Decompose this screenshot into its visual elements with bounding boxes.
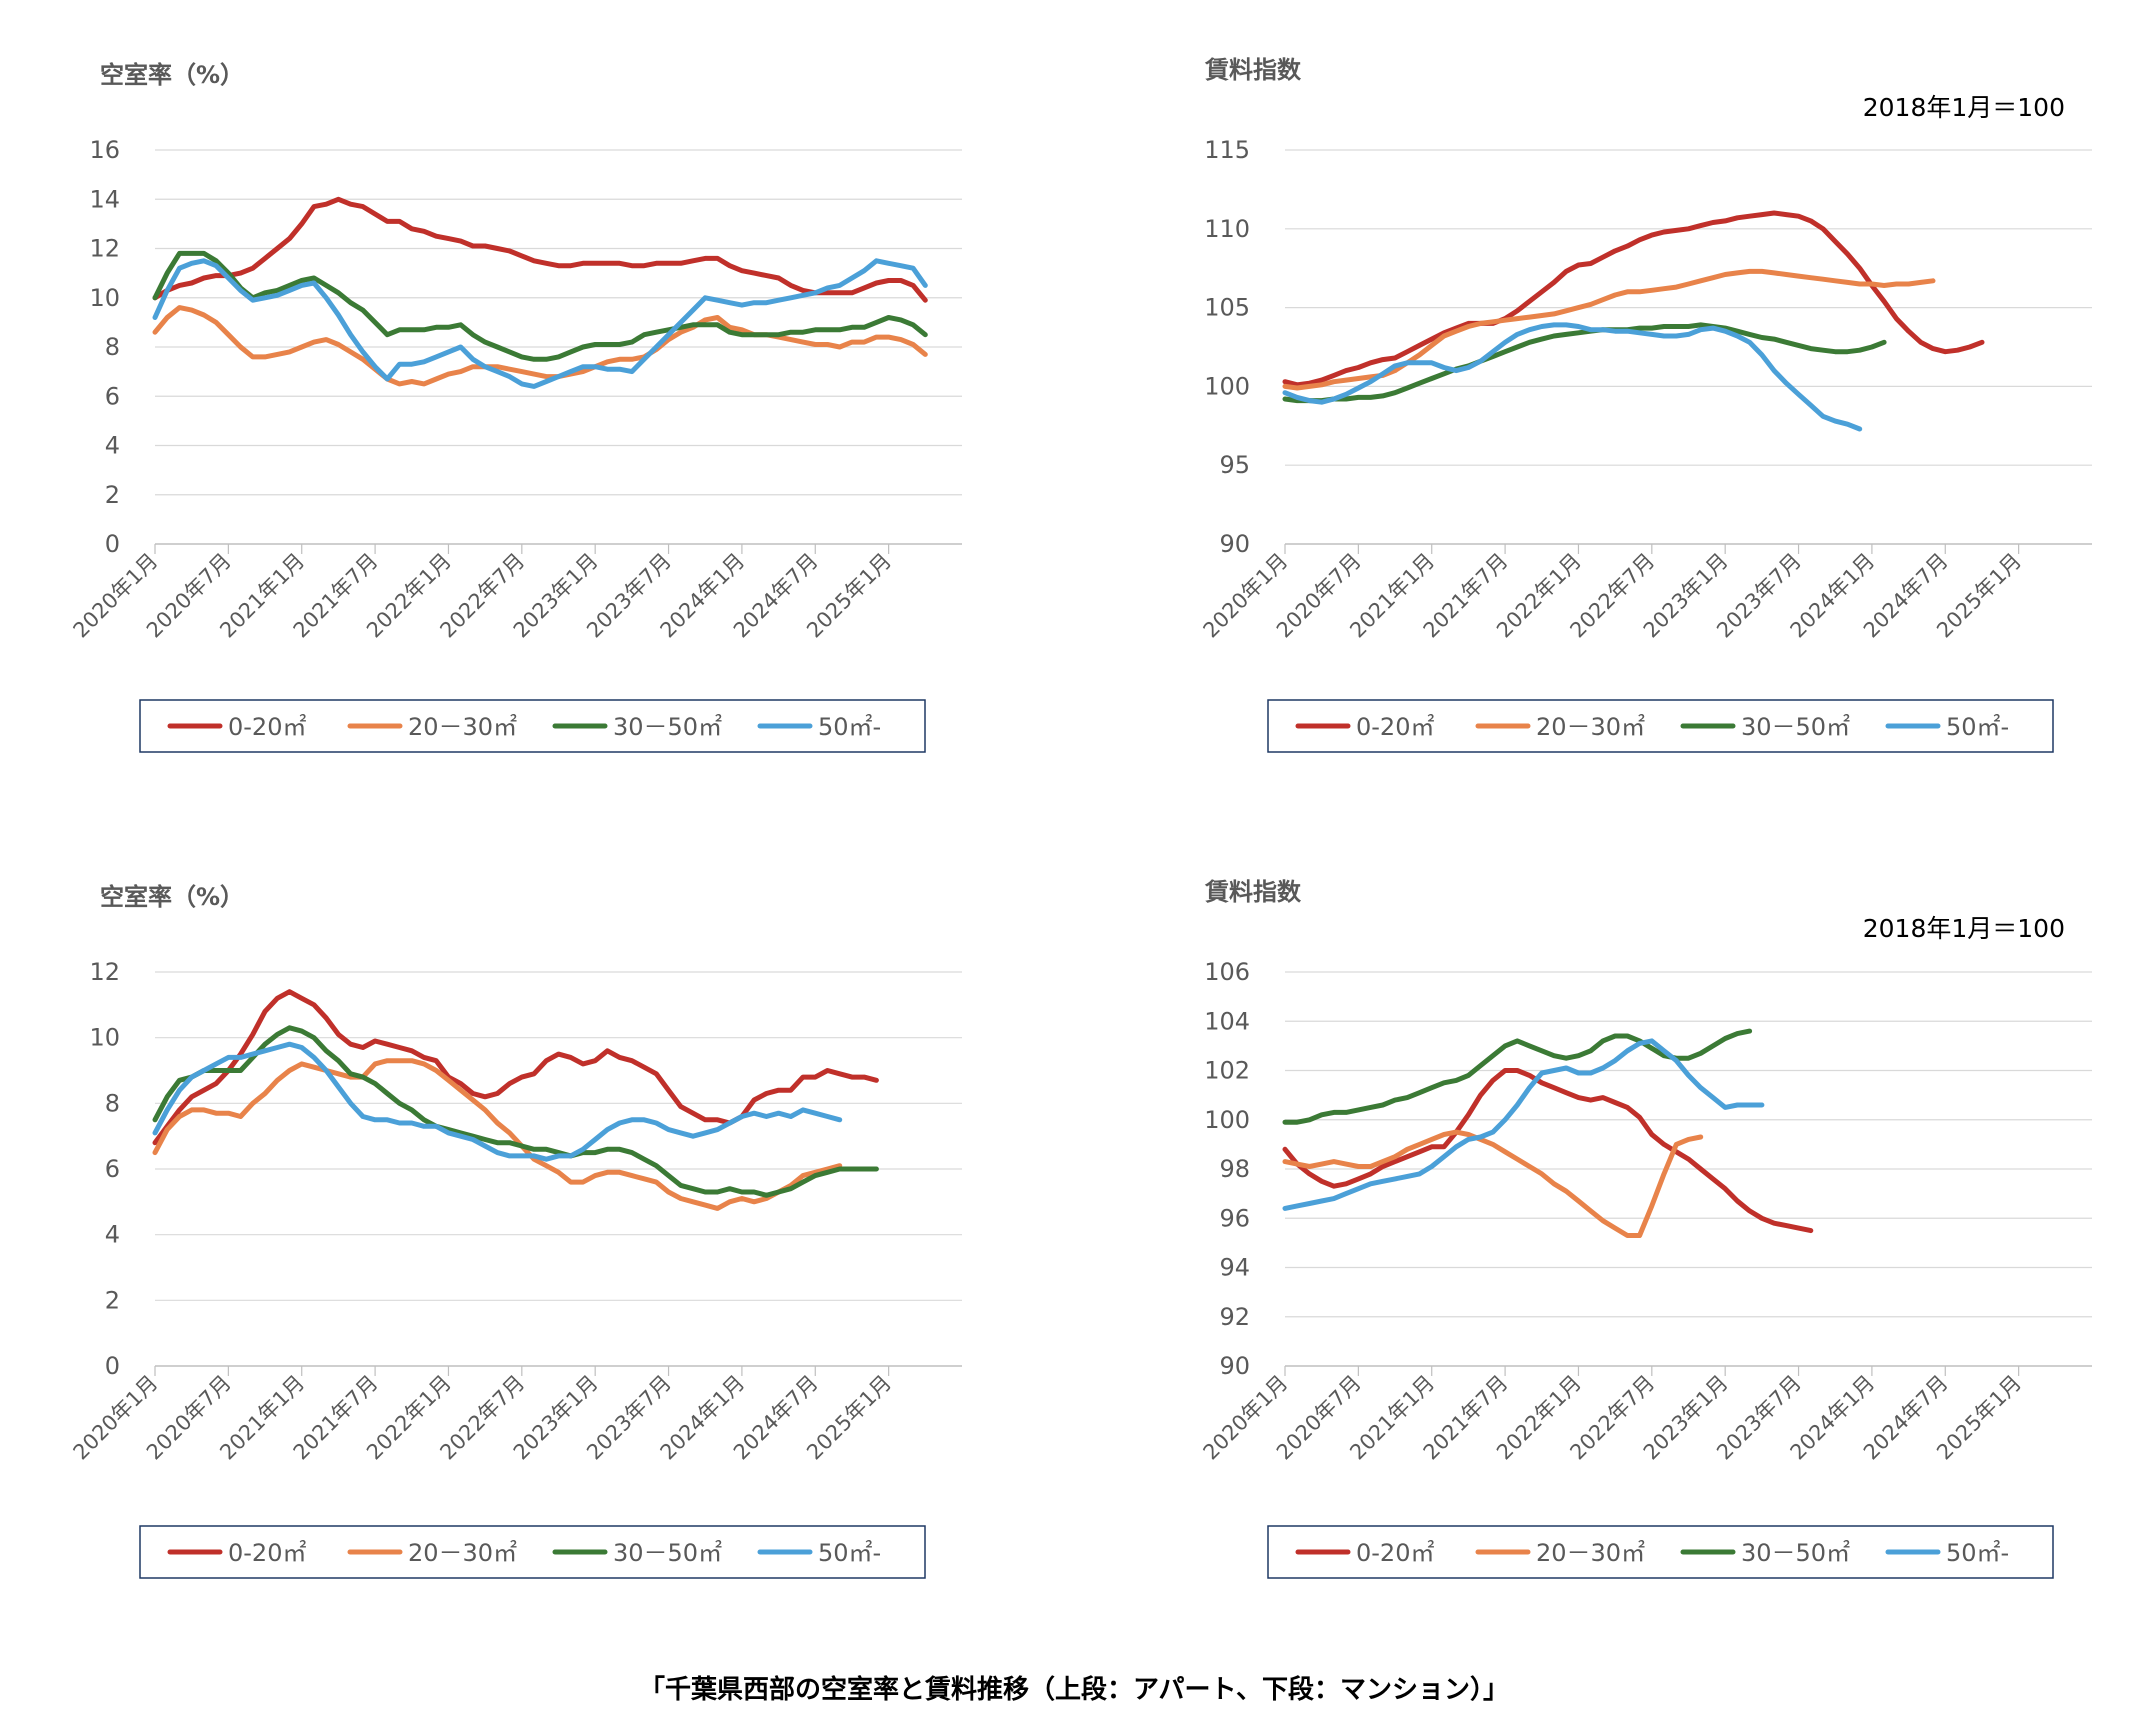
y-tick-label: 0 xyxy=(105,1352,120,1380)
series-line-2 xyxy=(1282,322,1887,404)
chart-title: 賃料指数 xyxy=(1204,56,1302,84)
series-line-1 xyxy=(152,1058,843,1211)
y-tick-label: 100 xyxy=(1204,372,1250,400)
series-line-0 xyxy=(152,196,928,303)
legend-label: 20－30㎡ xyxy=(408,713,517,741)
y-tick-label: 14 xyxy=(89,185,120,213)
y-tick-label: 90 xyxy=(1219,1352,1250,1380)
legend: 0-20㎡ 20－30㎡ 30－50㎡ 50㎡- xyxy=(139,1525,926,1579)
series-line-1 xyxy=(1282,1129,1704,1238)
series-line-3 xyxy=(152,1041,843,1162)
y-tick-label: 110 xyxy=(1204,215,1250,243)
chart-panel-1: 賃料指数2018年1月＝10090951001051101152020年1月20… xyxy=(1199,56,2092,753)
y-tick-label: 98 xyxy=(1219,1155,1250,1183)
figure-caption: 「千葉県西部の空室率と賃料推移（上段：アパート、下段：マンション）」 xyxy=(639,1674,1509,1705)
chart-panel-3: 賃料指数2018年1月＝1009092949698100102104106202… xyxy=(1199,878,2092,1579)
y-tick-label: 10 xyxy=(89,1024,120,1052)
chart-panel-2: 空室率（%）0246810122020年1月2020年7月2021年1月2021… xyxy=(69,883,962,1579)
series-line-1 xyxy=(152,305,928,387)
legend-label: 20－30㎡ xyxy=(1536,1539,1645,1567)
legend-label: 30－50㎡ xyxy=(1741,1539,1850,1567)
y-tick-label: 94 xyxy=(1219,1254,1250,1282)
series-line-3 xyxy=(152,258,928,389)
legend-label: 50㎡- xyxy=(1946,1539,2009,1567)
series-line-3 xyxy=(1282,1038,1765,1211)
y-tick-label: 102 xyxy=(1204,1057,1250,1085)
legend-label: 50㎡- xyxy=(818,713,881,741)
y-tick-label: 10 xyxy=(89,284,120,312)
legend-label: 0-20㎡ xyxy=(228,713,306,741)
series-line-3 xyxy=(1282,322,1863,432)
index-base-note: 2018年1月＝100 xyxy=(1863,93,2065,122)
y-tick-label: 95 xyxy=(1219,451,1250,479)
legend-label: 30－50㎡ xyxy=(613,1539,722,1567)
y-tick-label: 105 xyxy=(1204,294,1250,322)
index-base-note: 2018年1月＝100 xyxy=(1863,914,2065,943)
legend-label: 20－30㎡ xyxy=(408,1539,517,1567)
series-line-1 xyxy=(1282,268,1936,391)
y-tick-label: 104 xyxy=(1204,1007,1250,1035)
legend-box xyxy=(1267,699,2054,753)
legend: 0-20㎡ 20－30㎡ 30－50㎡ 50㎡- xyxy=(1267,699,2054,753)
y-tick-label: 4 xyxy=(105,432,120,460)
y-tick-label: 2 xyxy=(105,481,120,509)
y-tick-label: 100 xyxy=(1204,1106,1250,1134)
legend-label: 50㎡- xyxy=(818,1539,881,1567)
y-tick-label: 8 xyxy=(105,333,120,361)
y-tick-label: 96 xyxy=(1219,1204,1250,1232)
y-tick-label: 6 xyxy=(105,382,120,410)
series-line-2 xyxy=(152,1025,879,1198)
y-tick-label: 4 xyxy=(105,1221,120,1249)
series-line-0 xyxy=(1282,1068,1814,1234)
chart-panel-0: 空室率（%）02468101214162020年1月2020年7月2021年1月… xyxy=(69,61,962,753)
y-tick-label: 8 xyxy=(105,1089,120,1117)
series-line-0 xyxy=(1282,210,1985,388)
y-tick-label: 106 xyxy=(1204,958,1250,986)
chart-title: 空室率（%） xyxy=(100,61,244,89)
legend: 0-20㎡ 20－30㎡ 30－50㎡ 50㎡- xyxy=(139,699,926,753)
legend-label: 0-20㎡ xyxy=(1356,1539,1434,1567)
y-tick-label: 2 xyxy=(105,1286,120,1314)
legend-label: 0-20㎡ xyxy=(1356,713,1434,741)
y-tick-label: 12 xyxy=(89,235,120,263)
y-tick-label: 0 xyxy=(105,530,120,558)
y-tick-label: 12 xyxy=(89,958,120,986)
y-tick-label: 16 xyxy=(89,136,120,164)
legend-label: 20－30㎡ xyxy=(1536,713,1645,741)
legend: 0-20㎡ 20－30㎡ 30－50㎡ 50㎡- xyxy=(1267,1525,2054,1579)
legend-label: 30－50㎡ xyxy=(1741,713,1850,741)
chart-title: 空室率（%） xyxy=(100,883,244,911)
series-line-2 xyxy=(152,250,928,362)
series-line-0 xyxy=(152,989,879,1146)
legend-label: 0-20㎡ xyxy=(228,1539,306,1567)
y-tick-label: 6 xyxy=(105,1155,120,1183)
legend-label: 50㎡- xyxy=(1946,713,2009,741)
legend-label: 30－50㎡ xyxy=(613,713,722,741)
y-tick-label: 92 xyxy=(1219,1303,1250,1331)
y-tick-label: 115 xyxy=(1204,136,1250,164)
chart-title: 賃料指数 xyxy=(1204,878,1302,906)
y-tick-label: 90 xyxy=(1219,530,1250,558)
